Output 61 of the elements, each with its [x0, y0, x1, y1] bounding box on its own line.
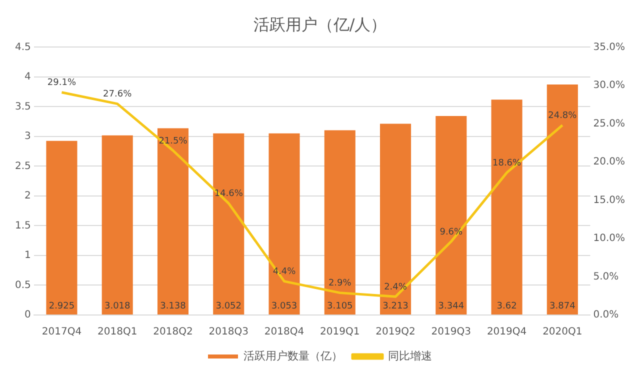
y-tick-label: 4.5	[14, 42, 31, 53]
y-tick-label: 3	[24, 131, 31, 142]
data-label: 3.138	[160, 301, 186, 312]
x-tick-label: 2019Q3	[431, 326, 471, 338]
y2-tick-label: 30.0%	[593, 80, 626, 92]
x-tick-label: 2020Q1	[542, 326, 582, 338]
data-label: 4.4%	[272, 267, 296, 278]
bar	[46, 140, 78, 314]
data-label: 24.8%	[548, 111, 578, 122]
data-label: 27.6%	[103, 90, 132, 100]
y-tick-label: 4	[24, 72, 31, 83]
data-label: 21.5%	[158, 136, 188, 146]
x-tick-label: 2018Q1	[98, 326, 138, 338]
y-tick-label: 0.5	[14, 280, 31, 291]
x-tick-label: 2019Q2	[376, 326, 416, 338]
data-label: 3.053	[271, 301, 298, 312]
legend-label: 活跃用户数量（亿）	[244, 349, 342, 362]
y2-tick-label: 15.0%	[593, 194, 626, 206]
y2-tick-label: 5.0%	[593, 271, 619, 282]
data-label: 14.6%	[214, 189, 244, 200]
chart-title: 活跃用户（亿/人）	[253, 14, 387, 34]
y-tick-label: 2.5	[14, 160, 31, 172]
data-label: 3.344	[438, 301, 464, 312]
y-tick-label: 3.5	[14, 101, 31, 112]
bar	[324, 130, 356, 314]
legend-label: 同比增速	[388, 349, 432, 362]
data-label: 3.018	[104, 301, 131, 312]
y2-tick-label: 0.0%	[593, 310, 619, 321]
y2-tick-label: 10.0%	[593, 233, 626, 244]
bar	[102, 135, 133, 314]
x-tick-label: 2018Q4	[264, 326, 304, 338]
y2-tick-label: 25.0%	[593, 118, 626, 130]
x-tick-label: 2018Q2	[153, 326, 193, 338]
data-label: 3.213	[382, 301, 408, 312]
data-label: 3.105	[327, 301, 353, 312]
x-tick-label: 2019Q1	[320, 326, 360, 338]
y-tick-label: 1.5	[14, 220, 31, 232]
y-tick-label: 1	[24, 250, 31, 262]
y2-tick-label: 20.0%	[593, 156, 626, 168]
data-label: 3.052	[216, 301, 242, 312]
bar	[268, 133, 300, 314]
bar	[546, 84, 578, 314]
bar	[213, 133, 244, 314]
y-tick-label: 0	[24, 310, 31, 321]
x-tick-label: 2018Q3	[208, 326, 248, 338]
y-tick-label: 2	[24, 190, 31, 202]
data-label: 2.925	[48, 301, 75, 312]
bar	[491, 100, 522, 314]
data-label: 18.6%	[492, 158, 522, 169]
data-label: 2.4%	[384, 282, 408, 292]
data-label: 3.62	[496, 301, 517, 312]
data-label: 29.1%	[47, 78, 76, 88]
bar	[436, 116, 467, 314]
data-label: 2.9%	[328, 278, 352, 289]
y2-tick-label: 35.0%	[593, 42, 626, 53]
data-label: 9.6%	[440, 227, 464, 238]
bar	[157, 128, 189, 314]
data-label: 3.874	[550, 301, 576, 312]
x-tick-label: 2019Q4	[486, 326, 527, 338]
bar	[380, 124, 412, 314]
x-tick-label: 2017Q4	[42, 326, 82, 338]
